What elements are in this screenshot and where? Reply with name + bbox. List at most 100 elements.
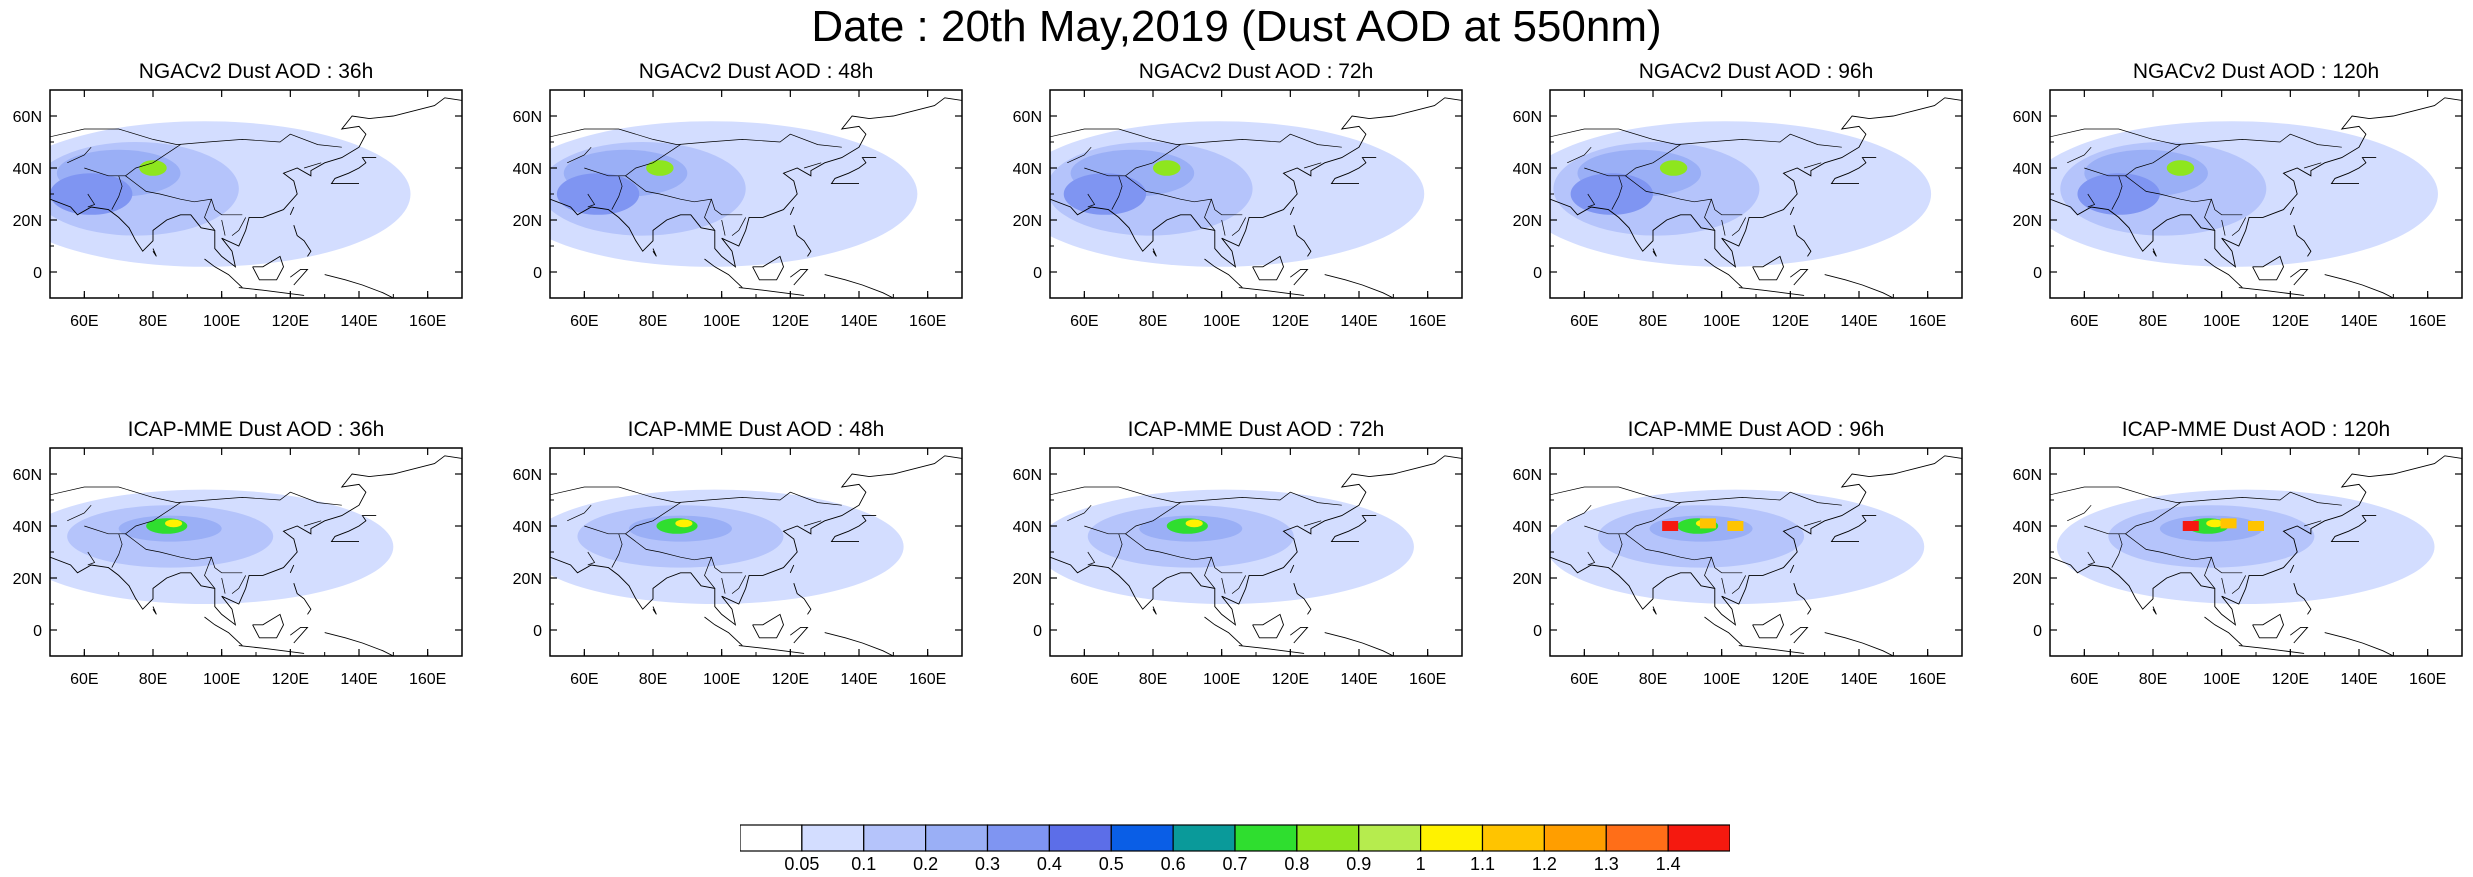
- panel-title: ICAP-MME Dust AOD : 36h: [127, 418, 385, 441]
- lon-tick-label: 140E: [340, 671, 377, 688]
- map-panel: NGACv2 Dust AOD : 96h 60N 40N 20N 0 60E 80E 100…: [1500, 54, 1970, 344]
- aod-field: [2206, 519, 2224, 528]
- aod-field: [1659, 160, 1688, 176]
- aod-field: [556, 173, 640, 215]
- map-plot: 60N 40N 20N 0 60E 80E 100E 120E 140E 160E: [13, 89, 463, 330]
- lat-tick-label: 60N: [1013, 467, 1042, 484]
- lon-tick-label: 160E: [1409, 671, 1446, 688]
- panel-title: NGACv2 Dust AOD : 120h: [2132, 60, 2380, 83]
- map-panel: ICAP-MME Dust AOD : 96h 60N 40N 20N 0 60E 80E 1…: [1500, 412, 1970, 702]
- lon-tick-label: 160E: [909, 313, 946, 330]
- lat-tick-label: 60N: [1513, 467, 1542, 484]
- lon-tick-label: 60E: [1570, 671, 1598, 688]
- lon-tick-label: 60E: [70, 313, 98, 330]
- colorbar-label: 1: [1416, 854, 1426, 872]
- aod-field: [139, 160, 167, 176]
- aod-field: [50, 173, 133, 215]
- aod-field: [2166, 160, 2195, 176]
- lon-tick-label: 140E: [1340, 671, 1377, 688]
- panel-title: NGACv2 Dust AOD : 48h: [638, 60, 874, 83]
- lat-tick-label: 40N: [2013, 519, 2042, 536]
- lat-tick-label: 40N: [13, 519, 42, 536]
- aod-hotspot: [2248, 521, 2264, 531]
- aod-hotspot: [1662, 521, 1679, 531]
- lon-tick-label: 60E: [1570, 313, 1598, 330]
- lon-tick-label: 120E: [2272, 671, 2309, 688]
- lon-tick-label: 160E: [909, 671, 946, 688]
- lat-tick-label: 60N: [2013, 467, 2042, 484]
- map-panel: ICAP-MME Dust AOD : 48h 60N 40N 20N 0 60E 80E 1…: [500, 412, 970, 702]
- aod-field: [1570, 173, 1653, 215]
- colorbar-label: 1.3: [1594, 854, 1619, 872]
- aod-field: [2077, 173, 2160, 215]
- lat-tick-label: 40N: [1513, 161, 1542, 178]
- lon-tick-label: 140E: [1340, 313, 1377, 330]
- colorbar-label: 1.4: [1656, 854, 1681, 872]
- lon-tick-label: 80E: [1139, 671, 1167, 688]
- lon-tick-label: 60E: [570, 313, 598, 330]
- lon-tick-label: 100E: [203, 313, 240, 330]
- colorbar-label: 1.1: [1470, 854, 1495, 872]
- colorbar-swatch: [1543, 824, 1607, 852]
- lon-tick-label: 160E: [2409, 671, 2446, 688]
- map-panel: ICAP-MME Dust AOD : 72h 60N 40N 20N 0 60E 80E 1…: [1000, 412, 1470, 702]
- lat-tick-label: 20N: [1013, 571, 1042, 588]
- lon-tick-label: 60E: [2070, 313, 2098, 330]
- lat-tick-label: 40N: [1513, 519, 1542, 536]
- map-plot: 60N 40N 20N 0 60E 80E 100E 120E 140E 160E: [513, 89, 963, 330]
- lat-tick-label: 60N: [1013, 109, 1042, 126]
- lon-tick-label: 140E: [840, 313, 877, 330]
- lon-tick-label: 60E: [70, 671, 98, 688]
- lat-tick-label: 40N: [1013, 161, 1042, 178]
- aod-field: [1153, 160, 1181, 176]
- map-panel: NGACv2 Dust AOD : 72h 60N 40N 20N 0 60E 80E 100…: [1000, 54, 1470, 344]
- lat-tick-label: 0: [33, 623, 42, 640]
- lon-tick-label: 80E: [639, 671, 667, 688]
- colorbar-label: 0.1: [851, 854, 876, 872]
- colorbar-label: 1.2: [1532, 854, 1557, 872]
- lon-tick-label: 120E: [1772, 671, 1809, 688]
- lon-tick-label: 100E: [2203, 313, 2240, 330]
- lon-tick-label: 100E: [703, 313, 740, 330]
- lon-tick-label: 60E: [1070, 313, 1098, 330]
- lon-tick-label: 120E: [772, 313, 809, 330]
- figure-title: Date : 20th May,2019 (Dust AOD at 550nm): [811, 2, 1662, 51]
- lon-tick-label: 120E: [1772, 313, 1809, 330]
- colorbar-swatch: [1110, 824, 1174, 852]
- map-panel: NGACv2 Dust AOD : 36h 60N 40N 20N 0 60E 80E 100…: [0, 54, 470, 344]
- lat-tick-label: 60N: [513, 467, 542, 484]
- colorbar-swatch: [739, 824, 803, 852]
- map-plot: 60N 40N 20N 0 60E 80E 100E 120E 140E 160E: [13, 447, 463, 688]
- lat-tick-label: 0: [533, 265, 542, 282]
- panel-title: NGACv2 Dust AOD : 36h: [138, 60, 374, 83]
- lon-tick-label: 80E: [2139, 313, 2167, 330]
- lon-tick-label: 80E: [1639, 671, 1667, 688]
- lat-tick-label: 20N: [13, 213, 42, 230]
- map-plot: 60N 40N 20N 0 60E 80E 100E 120E 140E 160E: [513, 447, 963, 688]
- colorbar-label: 0.8: [1284, 854, 1309, 872]
- lat-tick-label: 60N: [1513, 109, 1542, 126]
- lon-tick-label: 140E: [340, 313, 377, 330]
- lat-tick-label: 40N: [13, 161, 42, 178]
- map-panel: NGACv2 Dust AOD : 120h 60N 40N 20N 0 60E 80E 10…: [2000, 54, 2470, 344]
- lat-tick-label: 60N: [13, 109, 42, 126]
- lat-tick-label: 40N: [513, 161, 542, 178]
- colorbar-swatch: [1048, 824, 1112, 852]
- lon-tick-label: 160E: [1909, 671, 1946, 688]
- lon-tick-label: 120E: [1272, 671, 1309, 688]
- colorbar-swatch: [1481, 824, 1545, 852]
- lon-tick-label: 100E: [1203, 671, 1240, 688]
- aod-hotspot: [2220, 518, 2237, 529]
- lon-tick-label: 80E: [2139, 671, 2167, 688]
- lon-tick-label: 80E: [1139, 313, 1167, 330]
- map-plot: 60N 40N 20N 0 60E 80E 100E 120E 140E 160E: [2013, 89, 2463, 330]
- colorbar-swatch: [986, 824, 1050, 852]
- lat-tick-label: 20N: [513, 571, 542, 588]
- colorbar-swatch: [1605, 824, 1669, 852]
- lon-tick-label: 160E: [1909, 313, 1946, 330]
- colorbar-swatch: [1358, 824, 1422, 852]
- aod-field: [1185, 519, 1203, 528]
- aod-field: [165, 519, 183, 528]
- panel-title: ICAP-MME Dust AOD : 72h: [1127, 418, 1385, 441]
- lon-tick-label: 140E: [1840, 671, 1877, 688]
